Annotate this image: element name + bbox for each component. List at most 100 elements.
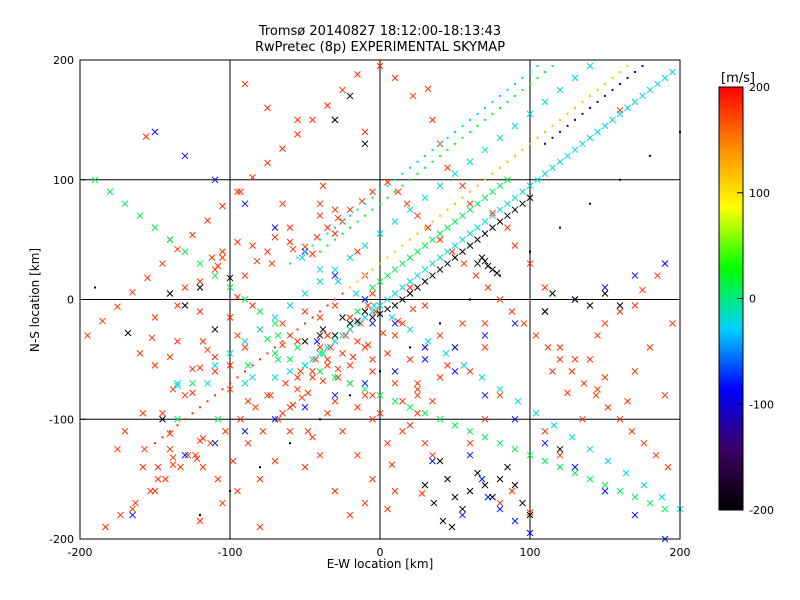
data-point-cross <box>189 389 196 397</box>
data-point-dot <box>461 196 464 199</box>
data-point-cross <box>241 80 249 88</box>
data-point-cross <box>274 332 282 339</box>
data-point-cross <box>388 314 396 321</box>
data-point-dot <box>619 70 621 73</box>
data-point-cross <box>391 290 399 297</box>
data-point-dot <box>319 310 321 313</box>
data-point-cross <box>622 469 630 477</box>
data-point-cross <box>514 397 522 405</box>
data-point-cross <box>139 409 147 417</box>
data-point-cross <box>316 266 324 273</box>
data-point-cross <box>414 272 421 279</box>
data-point-cross <box>391 487 399 495</box>
colorbar-tick-label: 200 <box>749 81 770 94</box>
data-point-cross <box>334 278 342 285</box>
data-point-cross <box>196 278 204 285</box>
data-point-dot <box>499 106 501 109</box>
data-point-cross <box>166 290 174 297</box>
data-point-cross <box>294 116 301 124</box>
data-point-cross <box>568 433 576 441</box>
data-point-dot <box>349 226 351 229</box>
data-point-cross <box>369 356 376 363</box>
data-point-cross <box>406 254 414 261</box>
data-point-cross <box>289 401 297 409</box>
data-point-cross <box>406 206 414 214</box>
data-point-dot <box>514 82 516 85</box>
data-point-cross <box>556 445 564 453</box>
data-point-cross <box>286 427 294 435</box>
data-point-cross <box>181 284 189 291</box>
x-axis-label: E-W location [km] <box>327 557 434 571</box>
data-point-cross <box>429 272 436 279</box>
data-point-dot <box>431 148 434 151</box>
data-point-cross <box>346 314 354 321</box>
data-point-cross <box>256 308 264 315</box>
data-point-cross <box>174 245 181 253</box>
data-point-dot <box>349 214 351 217</box>
data-point-cross <box>466 242 474 249</box>
chart-subtitle: RwPretec (8p) EXPERIMENTAL SKYMAP <box>255 40 505 55</box>
data-point-cross <box>219 254 226 261</box>
data-point-cross <box>241 338 249 345</box>
data-point-cross <box>324 409 331 417</box>
data-point-cross <box>144 274 151 282</box>
data-point-dot <box>409 238 411 241</box>
data-point-cross <box>436 457 444 465</box>
data-point-cross <box>294 338 301 345</box>
data-point-dot <box>491 112 494 115</box>
data-point-cross <box>189 365 196 373</box>
data-point-cross <box>601 487 609 495</box>
data-point-cross <box>226 385 234 393</box>
data-point-cross <box>616 308 624 315</box>
data-point-cross <box>267 391 274 399</box>
data-point-cross <box>226 350 234 357</box>
colorbar-label: [m/s] <box>721 71 755 86</box>
data-point-cross <box>331 266 339 273</box>
data-point-cross <box>474 200 481 208</box>
data-point-cross <box>376 391 384 399</box>
data-point-dot <box>274 346 276 349</box>
data-point-cross <box>369 391 376 399</box>
data-point-dot <box>191 412 194 415</box>
data-point-cross <box>271 320 279 327</box>
data-point-cross <box>481 415 489 423</box>
data-point-cross <box>526 182 534 190</box>
data-point-cross <box>271 350 279 357</box>
data-point-cross <box>580 379 588 387</box>
data-point-cross <box>541 427 549 435</box>
data-point-dot <box>521 148 524 151</box>
data-point-cross <box>154 475 162 483</box>
data-point-dot <box>379 370 381 373</box>
data-point-dot <box>401 184 404 187</box>
data-point-cross <box>309 433 316 441</box>
data-point-cross <box>379 329 387 337</box>
data-point-cross <box>474 469 481 477</box>
data-point-cross <box>319 377 327 385</box>
data-point-cross <box>298 254 306 261</box>
data-point-cross <box>579 415 586 423</box>
data-point-cross <box>444 164 451 172</box>
data-point-cross <box>424 338 432 345</box>
data-point-cross <box>511 206 519 214</box>
data-point-cross <box>237 188 244 196</box>
data-point-cross <box>274 415 282 423</box>
data-point-cross <box>556 463 564 471</box>
data-point-dot <box>454 202 456 205</box>
data-point-dot <box>529 70 531 73</box>
data-point-dot <box>251 364 254 367</box>
data-point-cross <box>312 356 319 363</box>
data-point-cross <box>384 296 391 303</box>
data-point-dot <box>296 328 299 331</box>
data-point-cross <box>459 182 466 190</box>
data-point-cross <box>264 159 271 167</box>
data-point-cross <box>354 338 361 345</box>
y-tick-labels: -200 -100 0 100 200 <box>49 54 86 546</box>
data-point-cross <box>609 116 616 124</box>
data-point-dot <box>341 232 344 235</box>
data-point-cross <box>249 302 256 309</box>
y-tick-label: 0 <box>67 294 74 307</box>
data-point-cross <box>466 487 474 495</box>
data-point-cross <box>556 158 564 166</box>
data-point-dot <box>506 160 509 163</box>
data-point-cross <box>496 505 504 513</box>
